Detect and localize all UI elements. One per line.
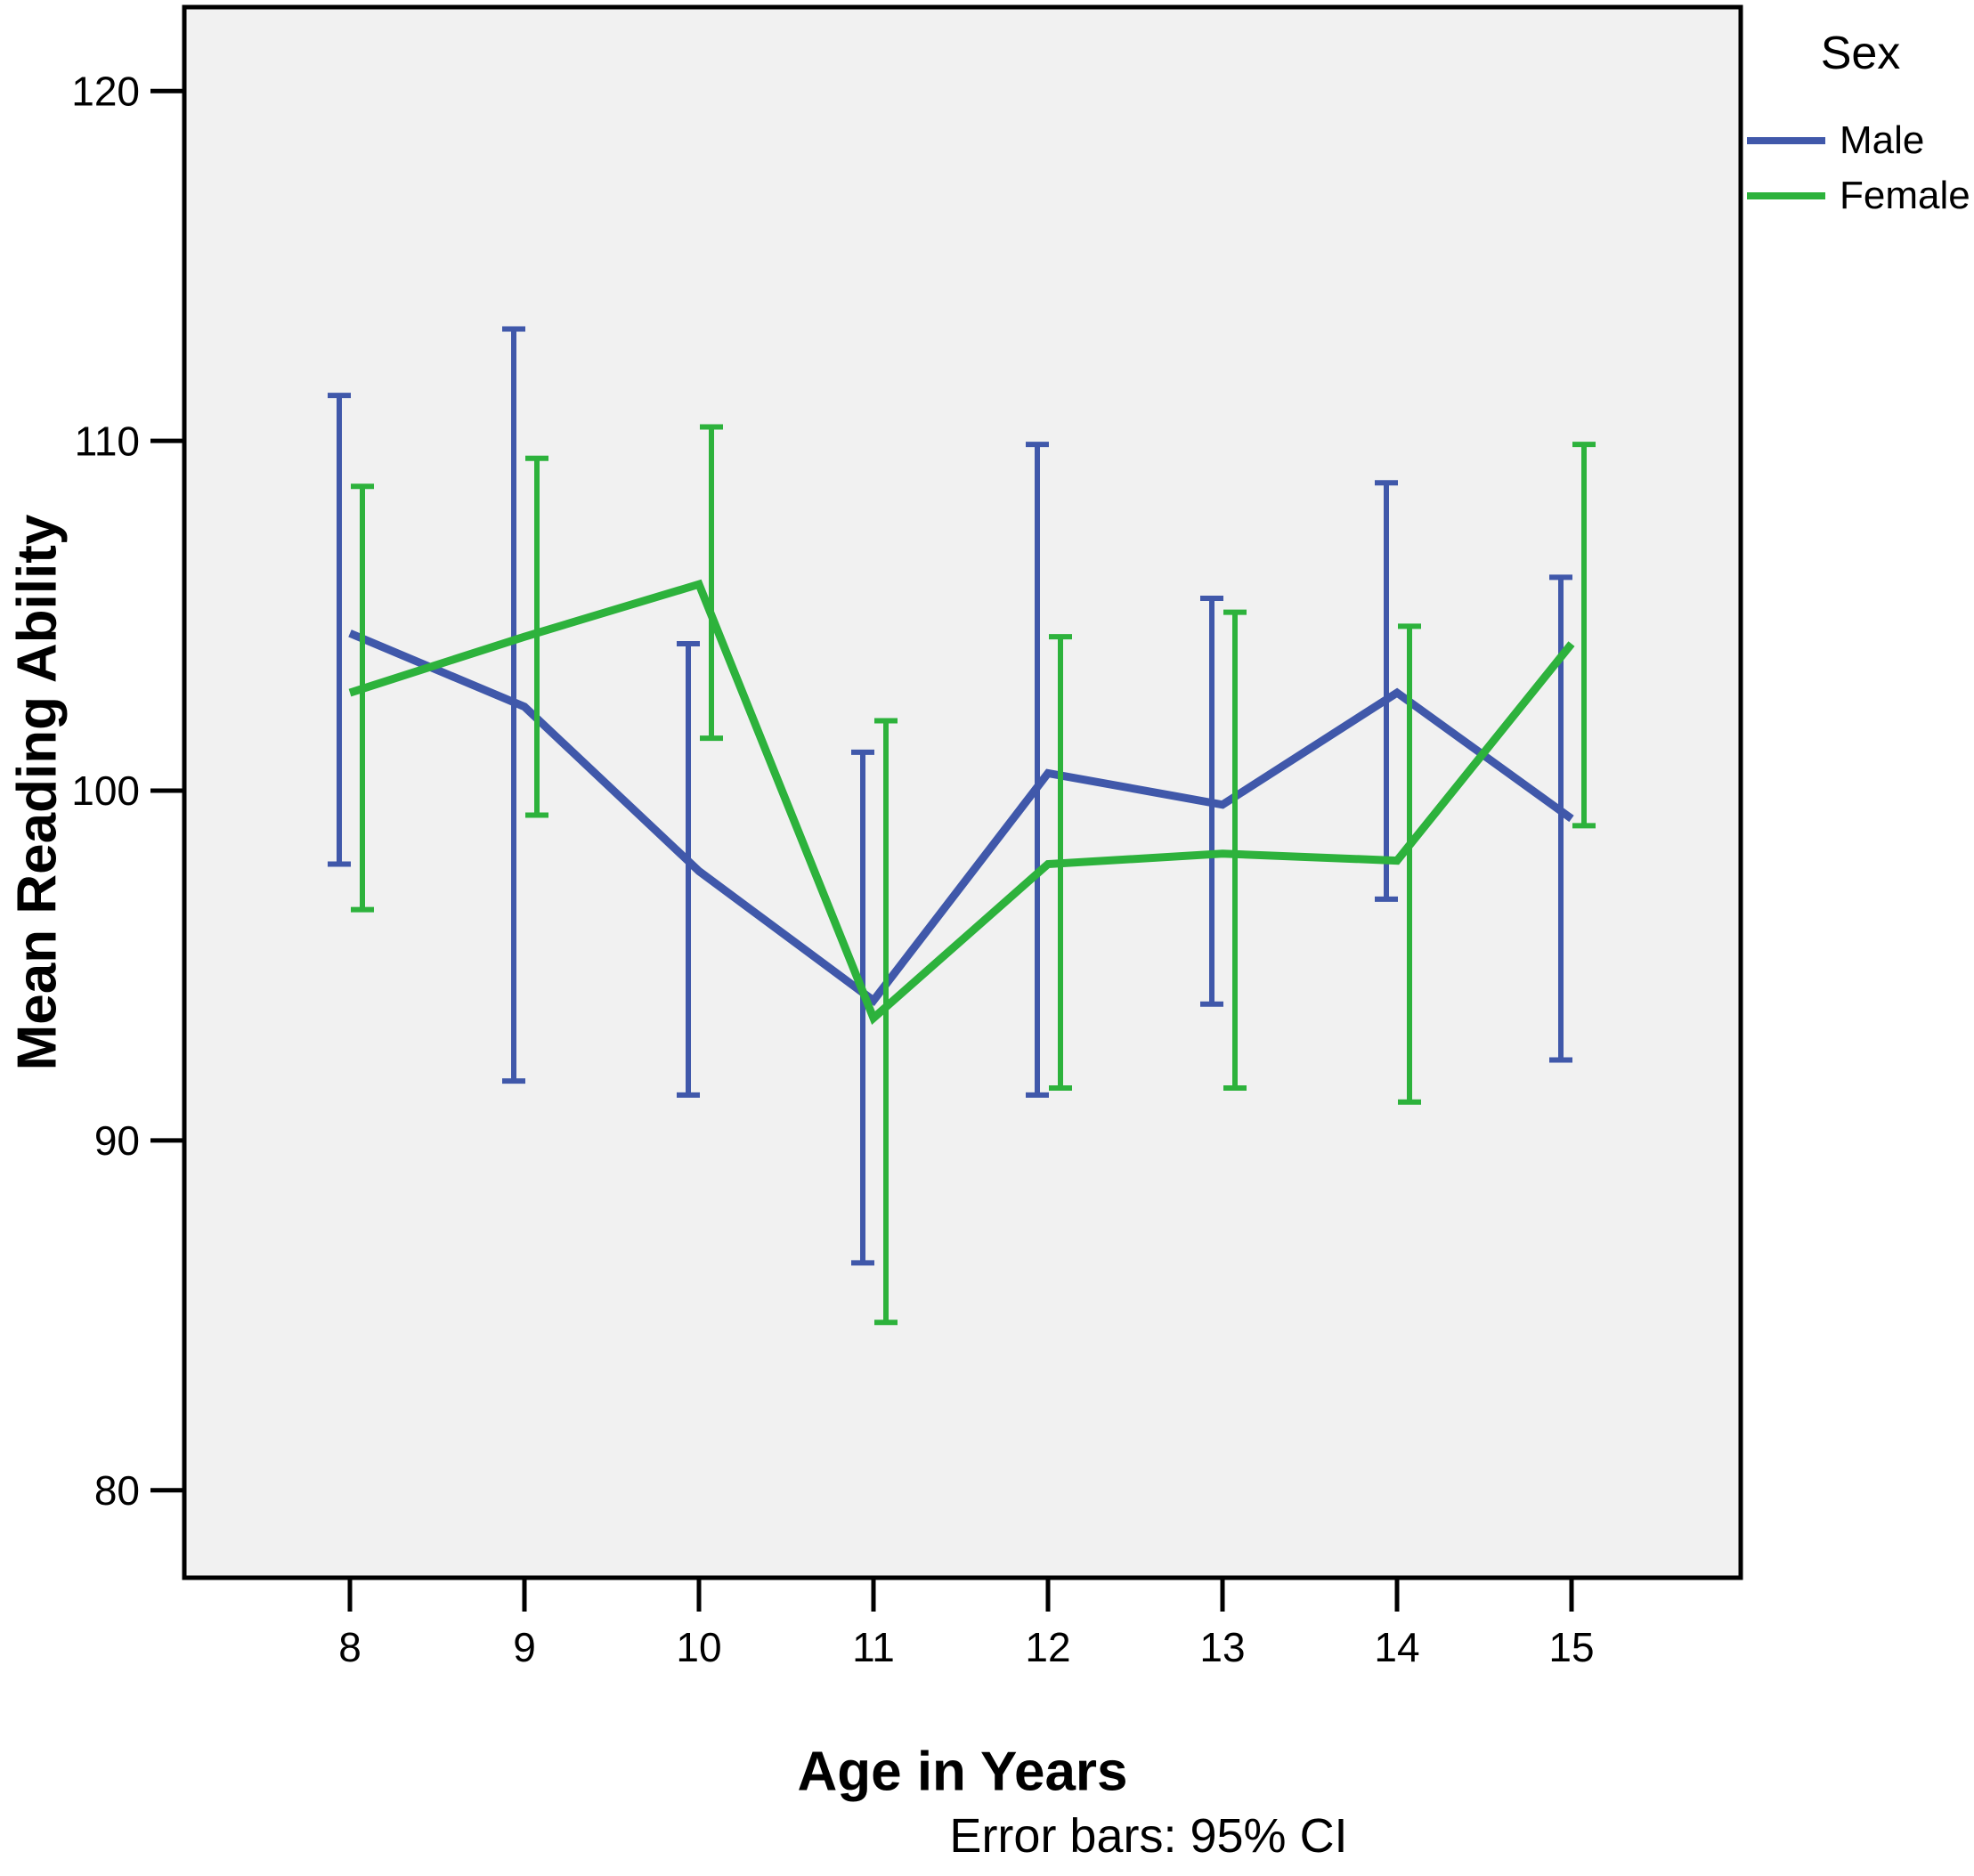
female-mean-line <box>348 579 1575 1025</box>
y-tick-label: 80 <box>94 1467 140 1514</box>
y-tick-label: 120 <box>71 68 140 114</box>
x-tick-label: 11 <box>852 1624 895 1670</box>
x-tick-label: 10 <box>676 1624 721 1670</box>
plot-frame <box>182 4 1743 1580</box>
legend-item-male: Male <box>1747 121 1974 160</box>
x-tick-label: 13 <box>1199 1624 1245 1670</box>
error-bars-footnote: Error bars: 95% CI <box>949 1809 1348 1863</box>
x-axis: 8 9 10 11 12 13 14 15 <box>338 1578 1595 1670</box>
legend: Sex Male Female <box>1747 27 1974 231</box>
x-tick-label: 12 <box>1025 1624 1070 1670</box>
y-axis-title: Mean Reading Ability <box>6 514 69 1071</box>
female-line-swatch <box>1747 192 1825 199</box>
male-mean-line <box>348 629 1574 1007</box>
legend-item-female: Female <box>1747 176 1974 215</box>
y-tick-label: 90 <box>94 1117 140 1164</box>
legend-label-male: Male <box>1840 118 1925 162</box>
x-tick-label: 8 <box>338 1624 361 1670</box>
x-tick-label: 15 <box>1548 1624 1594 1670</box>
legend-label-female: Female <box>1840 174 1970 217</box>
x-axis-title: Age in Years <box>797 1741 1128 1803</box>
y-tick-label: 110 <box>75 418 140 464</box>
y-axis: 80 90 100 110 120 <box>71 68 184 1514</box>
legend-title: Sex <box>1820 28 1901 79</box>
x-tick-label: 9 <box>513 1624 536 1670</box>
x-tick-label: 14 <box>1374 1624 1419 1670</box>
y-tick-label: 100 <box>71 767 140 814</box>
male-line-swatch <box>1747 137 1825 144</box>
